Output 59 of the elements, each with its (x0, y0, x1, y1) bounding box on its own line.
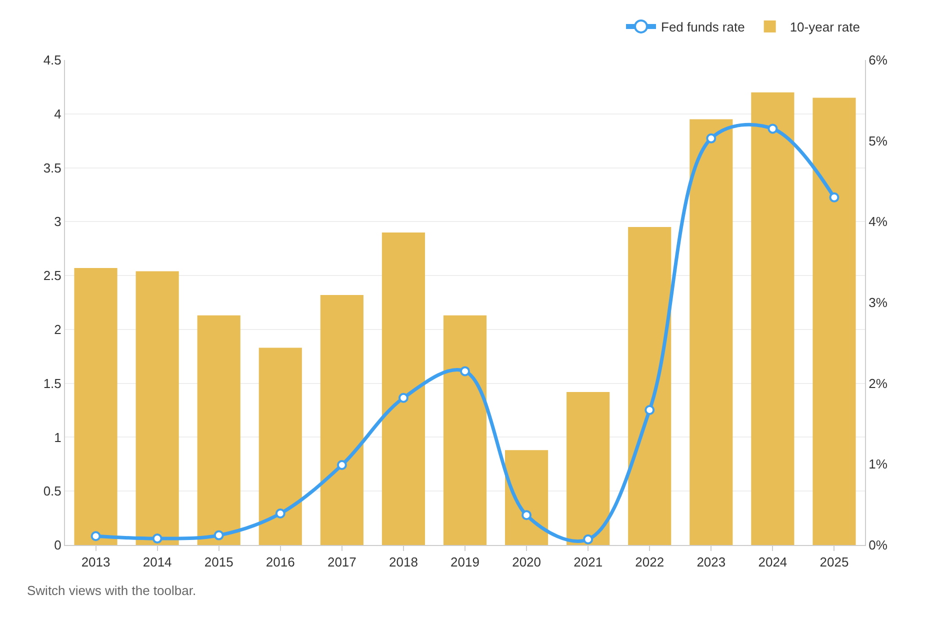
y2-tick-label: 1% (868, 456, 888, 472)
y-tick-label: 2 (54, 322, 62, 337)
y-tick-label: 0.5 (43, 484, 62, 499)
x-tick-label: 2018 (389, 554, 418, 570)
y2-tick-label: 5% (868, 133, 888, 148)
bar (382, 232, 425, 545)
bar (197, 315, 240, 545)
bar (566, 392, 610, 545)
y-tick-label: 1.5 (43, 376, 62, 391)
bar (751, 92, 794, 545)
x-tick-label: 2025 (820, 554, 849, 570)
bar (136, 271, 179, 545)
bar (690, 119, 733, 545)
point (90, 531, 101, 542)
point (829, 192, 840, 202)
x-tick-label: 2013 (81, 554, 110, 570)
bar (812, 98, 856, 545)
y-tick-label: 1 (54, 430, 62, 445)
x-tick-label: 2016 (266, 554, 295, 570)
x-tick-label: 2024 (758, 554, 788, 570)
x-tick-label: 2023 (696, 554, 726, 570)
point (336, 460, 347, 470)
y-tick-label: 4 (54, 106, 62, 122)
bar (443, 315, 487, 545)
bar (258, 348, 302, 545)
x-tick-label: 2017 (327, 554, 356, 570)
y2-tick-label: 4% (868, 214, 888, 230)
y-tick-label: 3.5 (43, 160, 62, 176)
x-tick-label: 2022 (635, 554, 664, 570)
point (706, 133, 716, 144)
point (398, 392, 408, 403)
y-tick-label: 2.5 (43, 268, 62, 284)
x-tick-label: 2014 (142, 554, 172, 570)
bar (505, 450, 548, 545)
x-tick-label: 2020 (512, 554, 541, 570)
point (152, 534, 162, 544)
point (583, 534, 594, 544)
y2-tick-label: 0% (868, 538, 888, 553)
point (275, 508, 286, 518)
point (460, 366, 470, 376)
point (644, 405, 655, 416)
bar (628, 227, 672, 545)
y2-tick-label: 3% (868, 295, 888, 310)
y-tick-label: 4.5 (43, 52, 62, 68)
point (214, 530, 224, 540)
bar (74, 268, 118, 545)
x-tick-label: 2015 (204, 554, 234, 570)
legend-label: Fed funds rate (661, 20, 745, 35)
y2-tick-label: 2% (868, 376, 888, 391)
y2-tick-label: 6% (868, 52, 888, 68)
legend-label: 10-year rate (790, 20, 860, 35)
x-tick-label: 2021 (574, 554, 603, 570)
point (522, 510, 532, 520)
x-tick-label: 2019 (450, 554, 480, 570)
y-tick-label: 0 (54, 538, 62, 553)
bar (320, 294, 364, 545)
text: Switch views with the toolbar. (27, 583, 196, 598)
y-tick-label: 3 (54, 214, 62, 230)
point (768, 124, 778, 134)
